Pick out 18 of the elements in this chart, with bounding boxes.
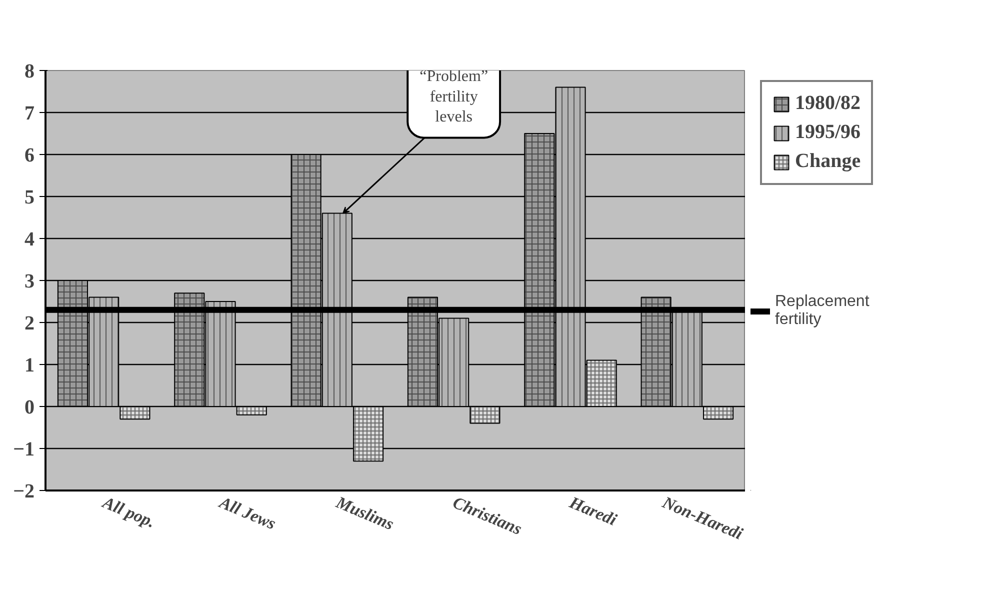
y-tick-label: 6 — [24, 144, 34, 166]
x-tick-label: Haredi — [566, 492, 620, 530]
y-tick-label: 7 — [24, 102, 34, 124]
y-tick-label: −1 — [13, 438, 35, 460]
y-tick-label: 8 — [24, 60, 34, 82]
legend-label: Change — [795, 150, 861, 173]
legend-label: 1980/82 — [795, 92, 861, 115]
y-tick-label: 0 — [24, 396, 34, 418]
y-tick-label: 5 — [24, 186, 34, 208]
y-tick-label: −2 — [13, 480, 35, 502]
legend-label: 1995/96 — [795, 121, 861, 144]
y-tick-label: 2 — [24, 312, 34, 334]
x-tick-label: All pop. — [99, 492, 158, 532]
ref-line-label: Replacement fertility — [775, 293, 870, 330]
x-tick-label: All Jews — [216, 492, 279, 534]
y-tick-label: 1 — [24, 354, 34, 376]
y-tick-label: 4 — [24, 228, 34, 250]
y-tick-label: 3 — [24, 270, 34, 292]
